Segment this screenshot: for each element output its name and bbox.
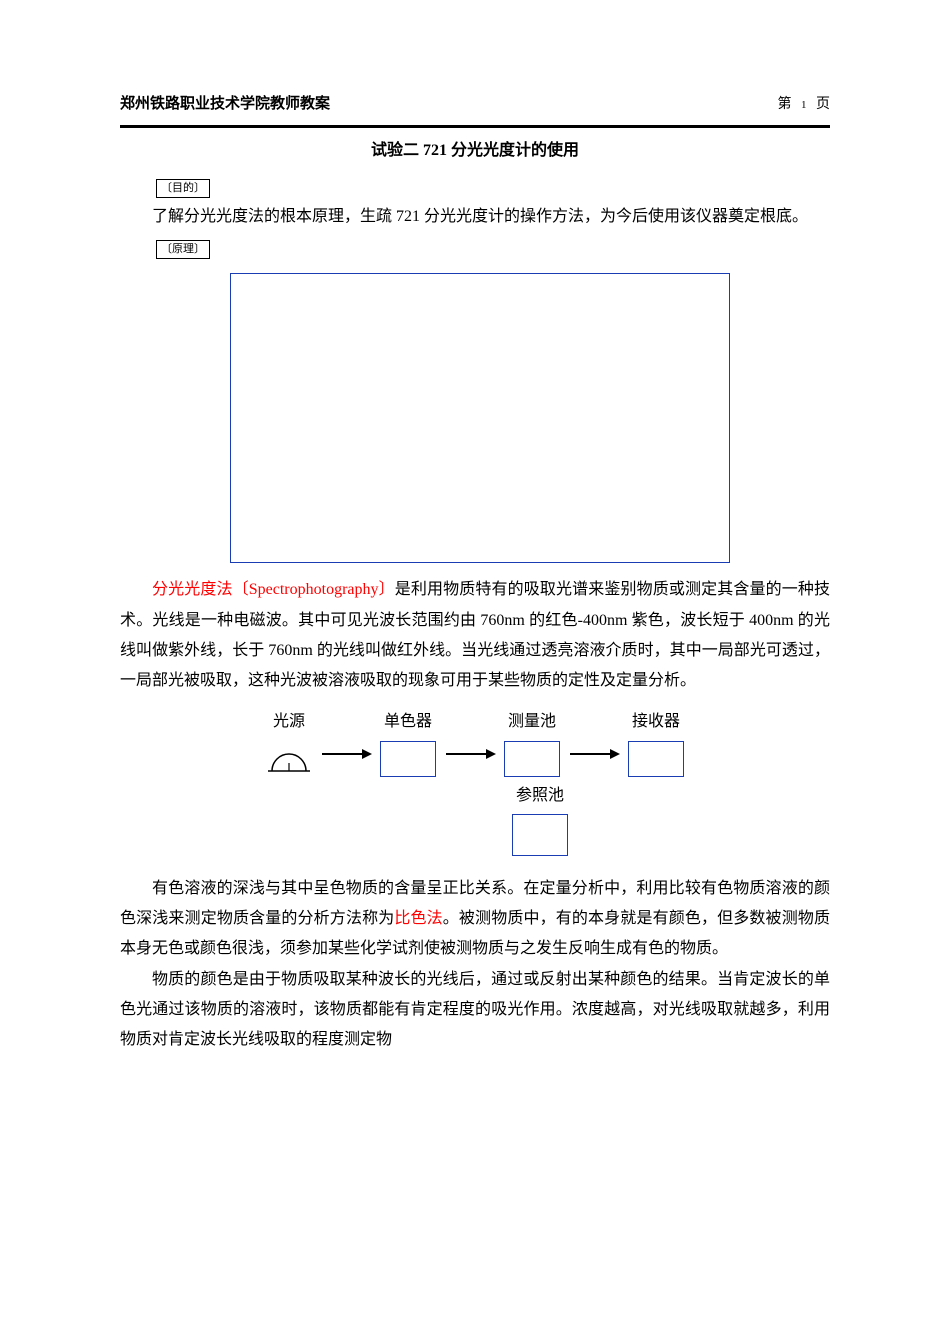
principle-paragraph-3: 物质的颜色是由于物质吸取某种波长的光线后，通过或反射出某种颜色的结果。当肯定波长… [120,965,830,1056]
flow-source-col: 光源 [266,707,312,777]
principle-paragraph-2: 有色溶液的深浅与其中呈色物质的含量呈正比关系。在定量分析中，利用比较有色物质溶液… [120,874,830,965]
arrow-icon [320,747,372,761]
flow-sample-col: 测量池 [504,707,560,777]
flow-label-detector: 接收器 [632,707,680,737]
colorimetry-term: 比色法 [394,910,442,927]
lamp-icon [266,741,312,777]
flow-label-source: 光源 [273,707,305,737]
mono-box [380,741,436,777]
header-rule [120,125,830,128]
arrow-2 [444,747,496,761]
flow-mono-col: 单色器 [380,707,436,777]
page-number: 第 1 页 [778,92,831,119]
spectrophotography-term: 分光光度法〔Spectrophotography〕 [152,581,395,598]
figure-placeholder [230,273,730,563]
purpose-tag: 〔目的〕 [156,179,210,198]
arrow-icon [568,747,620,761]
arrow-1 [320,747,372,761]
purpose-paragraph: 了解分光光度法的根本原理，生疏 721 分光光度计的操作方法，为今后使用该仪器奠… [120,202,830,232]
principle-tag: 〔原理〕 [156,240,210,259]
flow-main-row: 光源 单色器 测量池 [195,707,755,777]
page-suffix: 页 [816,97,830,112]
arrow-3 [568,747,620,761]
page-prefix: 第 [778,97,792,112]
institution-name: 郑州铁路职业技术学院教师教案 [120,90,330,119]
flow-label-sample: 测量池 [508,707,556,737]
page-number-value: 1 [801,99,807,111]
reference-box-wrap [325,814,755,856]
document-title: 试验二 721 分光光度计的使用 [120,136,830,166]
flow-detector-col: 接收器 [628,707,684,777]
flow-reference-row: 参照池 [195,781,755,855]
detector-box [628,741,684,777]
flow-label-reference: 参照池 [516,781,564,811]
sample-box [504,741,560,777]
reference-box [512,814,568,856]
principle-paragraph-1: 分光光度法〔Spectrophotography〕是利用物质特有的吸取光谱来鉴别… [120,575,830,697]
flow-diagram: 光源 单色器 测量池 [195,707,755,856]
flow-label-mono: 单色器 [384,707,432,737]
arrow-icon [444,747,496,761]
page-header: 郑州铁路职业技术学院教师教案 第 1 页 [120,90,830,123]
